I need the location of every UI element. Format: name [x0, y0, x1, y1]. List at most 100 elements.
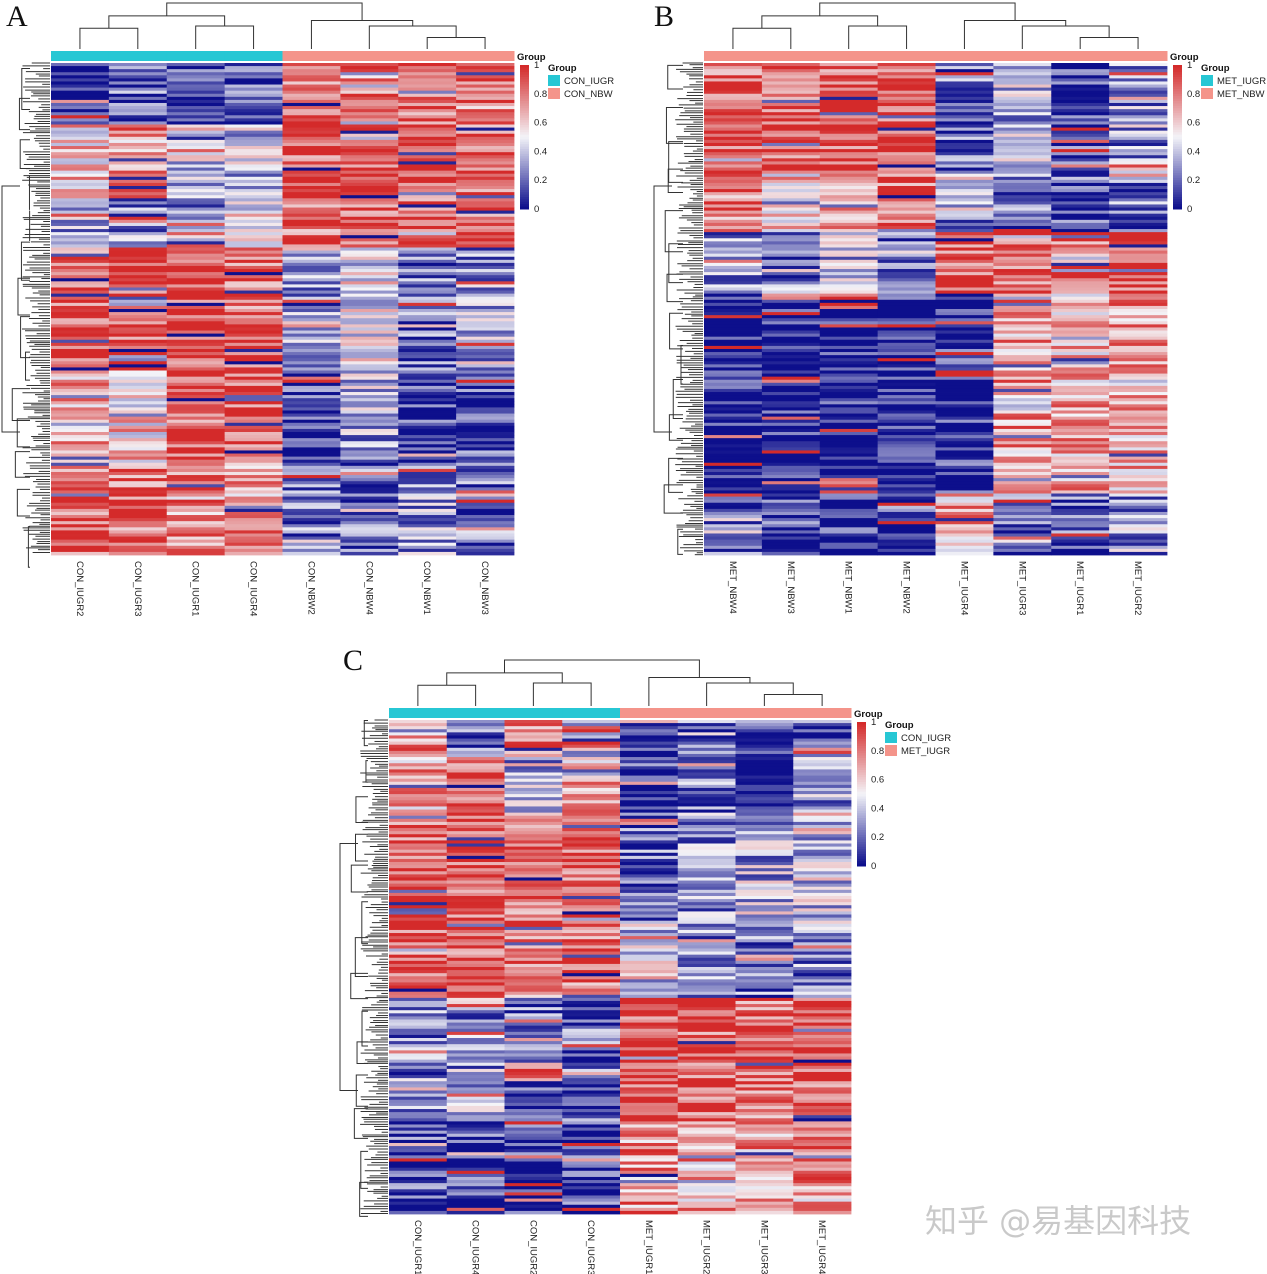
column-label: MET_IUGR2 — [701, 1220, 712, 1274]
heatmap-cell — [562, 784, 621, 789]
heatmap-cell — [340, 315, 399, 319]
heatmap-cell — [819, 505, 879, 510]
heatmap-cell — [735, 914, 794, 918]
heatmap-cell — [993, 112, 1052, 116]
heatmap-cell — [504, 933, 563, 937]
heatmap-cell — [735, 1180, 794, 1184]
heatmap-cell — [446, 1127, 505, 1132]
heatmap-cell — [51, 432, 110, 436]
heatmap-cell — [224, 256, 283, 261]
heatmap-cell — [1051, 130, 1110, 135]
heatmap-cell — [1051, 139, 1110, 144]
heatmap-cell — [704, 112, 763, 116]
heatmap-cell — [389, 1099, 448, 1104]
heatmap-cell — [735, 821, 794, 826]
heatmap-cell — [108, 106, 168, 110]
heatmap-cell — [793, 824, 852, 829]
heatmap-cell — [1051, 505, 1110, 510]
heatmap-cell — [446, 960, 505, 965]
heatmap-cell — [446, 926, 505, 931]
heatmap-cell — [108, 327, 168, 331]
heatmap-cell — [735, 1025, 794, 1030]
heatmap-cell — [166, 213, 226, 218]
heatmap-cell — [398, 253, 457, 258]
heatmap-cell — [398, 146, 457, 150]
heatmap-cell — [677, 1121, 736, 1125]
heatmap-cell — [1051, 367, 1110, 371]
heatmap-cell — [993, 358, 1052, 362]
dendrogram-link — [1, 185, 20, 433]
heatmap-cell — [1109, 493, 1168, 497]
heatmap-cell — [340, 502, 399, 507]
heatmap-cell — [761, 158, 821, 162]
heatmap-cell — [282, 238, 341, 242]
group-bar-cell — [389, 708, 448, 718]
heatmap-cell — [398, 352, 457, 356]
heatmap-cell — [877, 167, 936, 172]
heatmap-cell — [761, 395, 821, 399]
heatmap-cell — [677, 794, 736, 798]
heatmap-cell — [51, 176, 110, 181]
heatmap-cell — [877, 78, 936, 82]
colorbar-step — [1173, 132, 1182, 136]
heatmap-cell — [166, 395, 226, 399]
heatmap-cell — [166, 173, 226, 178]
heatmap-cell — [935, 348, 994, 353]
heatmap-cell — [398, 216, 457, 221]
heatmap-cell — [935, 259, 994, 264]
heatmap-cell — [389, 1013, 448, 1017]
heatmap-cell — [677, 1198, 736, 1203]
heatmap-cell — [446, 732, 505, 736]
heatmap-cell — [1109, 278, 1168, 282]
heatmap-cell — [993, 93, 1052, 98]
colorbar-step — [1173, 127, 1182, 131]
dendrogram-link — [732, 27, 792, 49]
heatmap-cell — [166, 441, 226, 445]
heatmap-cell — [761, 330, 821, 335]
heatmap-cell — [504, 988, 563, 993]
heatmap-cell — [877, 219, 936, 224]
heatmap-cell — [677, 1210, 736, 1215]
heatmap-cell — [224, 90, 283, 95]
heatmap-cell — [108, 493, 168, 497]
heatmap-cell — [446, 760, 505, 764]
heatmap-cell — [504, 1133, 563, 1138]
heatmap-cell — [282, 385, 341, 390]
heatmap-cell — [282, 530, 341, 534]
heatmap-cell — [877, 201, 936, 205]
heatmap-cell — [504, 735, 563, 739]
heatmap-cell — [389, 843, 448, 847]
heatmap-cell — [677, 877, 736, 881]
heatmap-cell — [224, 447, 283, 451]
heatmap-cell — [819, 66, 879, 70]
heatmap-cell — [504, 917, 563, 922]
heatmap-cell — [761, 496, 821, 501]
heatmap-cell — [389, 834, 448, 838]
heatmap-cell — [108, 450, 168, 454]
heatmap-cell — [504, 865, 563, 869]
heatmap-cell — [761, 370, 821, 374]
heatmap-cell — [562, 991, 621, 996]
heatmap-cell — [735, 923, 794, 928]
heatmap-cell — [793, 1130, 852, 1135]
heatmap-cell — [446, 973, 505, 977]
heatmap-cell — [108, 207, 168, 212]
heatmap-cell — [224, 149, 283, 153]
heatmap-cell — [735, 1056, 794, 1061]
heatmap-cell — [51, 189, 110, 193]
heatmap-cell — [108, 465, 168, 470]
heatmap-cell — [51, 330, 110, 335]
heatmap-cell — [793, 899, 852, 903]
heatmap-cell — [389, 1180, 448, 1184]
heatmap-cell — [1051, 275, 1110, 279]
column-label: MET_IUGR4 — [958, 561, 969, 615]
heatmap-cell — [735, 1010, 794, 1014]
heatmap-cell — [398, 155, 457, 159]
heatmap-cell — [1109, 176, 1168, 181]
heatmap-cell — [108, 198, 168, 202]
heatmap-cell — [735, 1112, 794, 1116]
heatmap-cell — [389, 1136, 448, 1141]
heatmap-cell — [51, 293, 110, 298]
heatmap-cell — [877, 419, 936, 424]
heatmap-cell — [1051, 250, 1110, 255]
